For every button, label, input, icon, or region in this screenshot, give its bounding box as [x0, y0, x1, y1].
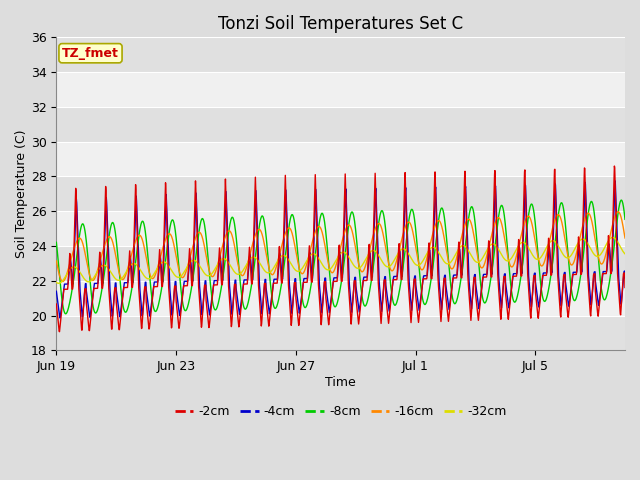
- Bar: [56, 211, 625, 246]
- Bar: [56, 142, 625, 177]
- Y-axis label: Soil Temperature (C): Soil Temperature (C): [15, 130, 28, 258]
- Bar: [56, 107, 625, 142]
- Bar: [56, 316, 625, 350]
- Legend: -2cm, -4cm, -8cm, -16cm, -32cm: -2cm, -4cm, -8cm, -16cm, -32cm: [170, 400, 512, 423]
- Text: TZ_fmet: TZ_fmet: [62, 47, 119, 60]
- Bar: [56, 37, 625, 72]
- X-axis label: Time: Time: [325, 376, 356, 389]
- Title: Tonzi Soil Temperatures Set C: Tonzi Soil Temperatures Set C: [218, 15, 463, 33]
- Bar: [56, 281, 625, 316]
- Bar: [56, 72, 625, 107]
- Bar: [56, 177, 625, 211]
- Bar: [56, 246, 625, 281]
